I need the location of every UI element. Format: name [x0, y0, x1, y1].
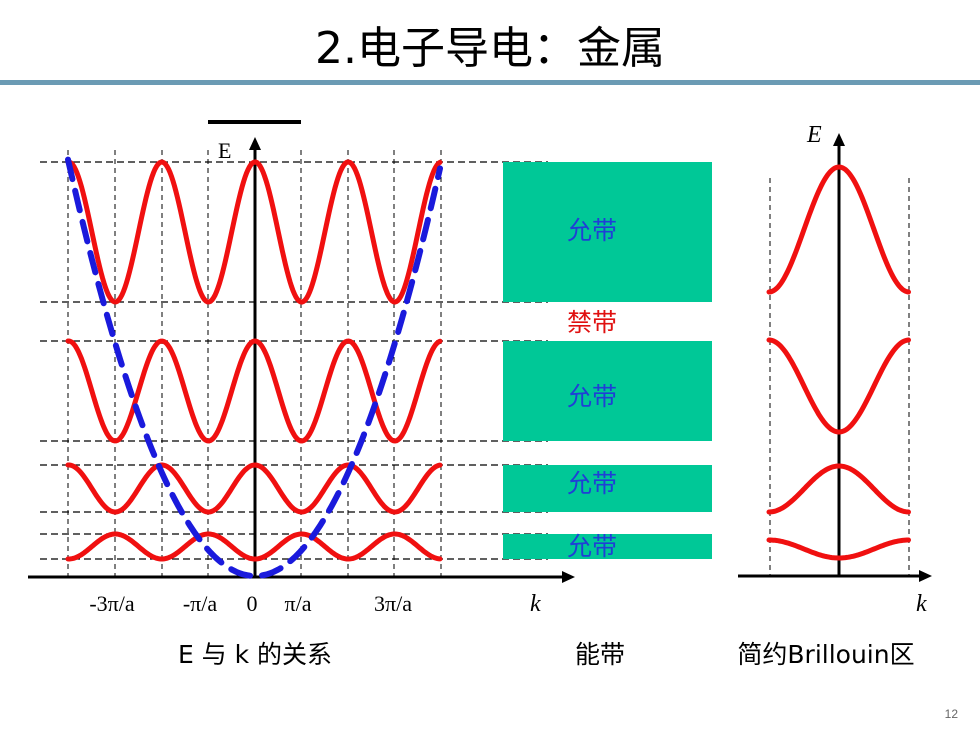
reduced-band-3-curve [766, 337, 911, 435]
slide-title: 2.电子导电：金属 [315, 23, 665, 74]
band-2-curve [65, 462, 443, 515]
tick-label: 3π/a [374, 591, 412, 616]
reduced-dispersion-curves [766, 164, 911, 561]
reduced-e-axis-label: E [806, 122, 822, 148]
right-caption: 简约Brillouin区 [737, 640, 914, 669]
tick-label: 0 [247, 591, 258, 616]
allowed-band-label: 允带 [567, 216, 617, 245]
forbidden-band-label: 禁带 [567, 308, 617, 337]
zone-edges [769, 178, 910, 576]
reduced-k-axis-arrow [919, 570, 932, 582]
reduced-e-axis-arrow [833, 133, 845, 146]
page-number: 12 [944, 707, 958, 721]
band-1-curve [65, 531, 443, 562]
e-axis-arrow [249, 137, 261, 150]
reduced-band-1-curve [766, 537, 911, 561]
reduced-band-2-curve [766, 463, 911, 515]
bands-caption: 能带 [575, 640, 625, 669]
band-edge-lines [40, 161, 548, 560]
tick-label: π/a [285, 591, 312, 616]
tick-label: -3π/a [89, 591, 135, 616]
allowed-band-label: 允带 [567, 469, 617, 498]
k-axis-arrow [562, 571, 575, 583]
tick-label: -π/a [183, 591, 218, 616]
title-divider [0, 80, 980, 85]
reduced-k-axis-label: k [916, 591, 927, 617]
band-3-curve [65, 338, 443, 444]
band-4-curve [65, 159, 443, 305]
allowed-band [503, 534, 712, 559]
energy-bands [503, 162, 712, 559]
allowed-band [503, 341, 712, 441]
allowed-band-label: 允带 [567, 382, 617, 411]
allowed-band [503, 162, 712, 302]
left-caption: E 与 k 的关系 [178, 640, 332, 669]
reduced-band-4-curve [766, 164, 911, 295]
e-axis-label: E [218, 138, 231, 163]
free-electron-parabola [65, 156, 443, 579]
allowed-band-label: 允带 [567, 532, 617, 561]
dispersion-curves [65, 156, 443, 579]
allowed-band [503, 465, 712, 512]
k-axis-label: k [530, 591, 541, 617]
